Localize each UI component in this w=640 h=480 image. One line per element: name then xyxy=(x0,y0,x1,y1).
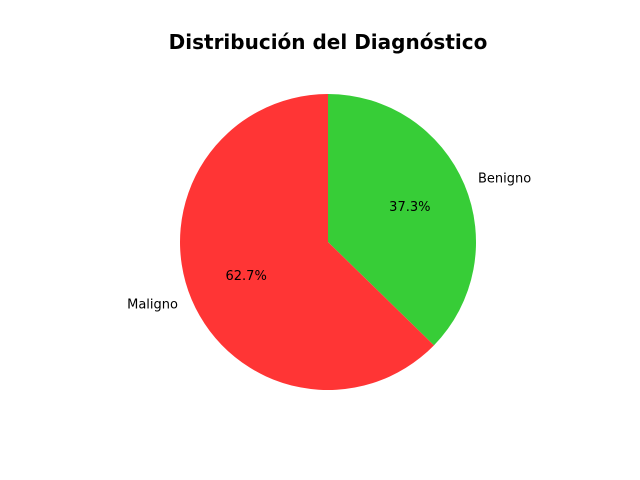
slice-percent-benigno: 37.3% xyxy=(389,200,430,215)
slice-label-benigno: Benigno xyxy=(478,171,531,186)
pie-labels: Benigno 37.3% Maligno 62.7% xyxy=(127,171,531,312)
pie-slice-benigno xyxy=(328,94,477,346)
slice-label-maligno: Maligno xyxy=(127,298,178,313)
pie-slice-maligno xyxy=(180,94,434,390)
chart-title: Distribución del Diagnóstico xyxy=(169,30,488,54)
slice-percent-maligno: 62.7% xyxy=(226,269,267,284)
pie-slices xyxy=(180,94,477,390)
